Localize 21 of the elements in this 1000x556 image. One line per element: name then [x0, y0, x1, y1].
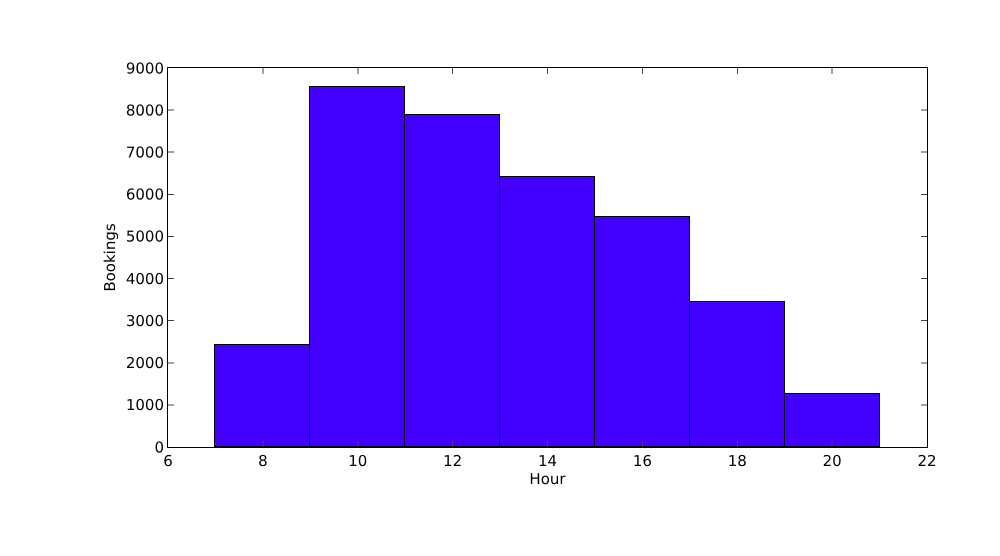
y-tick-label: 5000	[126, 228, 164, 246]
y-tick-label: 1000	[126, 396, 164, 414]
x-tick-label: 20	[822, 452, 842, 470]
y-tick-label: 6000	[126, 186, 164, 204]
x-tick-label: 8	[258, 452, 268, 470]
x-tick-label: 10	[348, 452, 368, 470]
y-tick-label: 9000	[126, 59, 164, 78]
y-tick-label: 8000	[126, 101, 164, 120]
y-tick-label: 7000	[126, 143, 164, 162]
x-tick-label: 12	[443, 452, 462, 470]
x-tick-label: 22	[917, 452, 937, 470]
y-axis-title: Bookings	[101, 223, 120, 292]
x-tick-label: 16	[632, 452, 652, 470]
x-tick-label: 14	[538, 452, 558, 470]
x-axis-title: Hour	[529, 470, 566, 488]
y-tick-label: 2000	[126, 354, 164, 372]
y-tick-label: 3000	[126, 312, 164, 330]
y-tick-label: 4000	[126, 270, 164, 288]
x-tick-label: 18	[728, 452, 747, 470]
x-tick-label: 6	[163, 452, 173, 470]
y-tick-label: 0	[154, 438, 164, 456]
